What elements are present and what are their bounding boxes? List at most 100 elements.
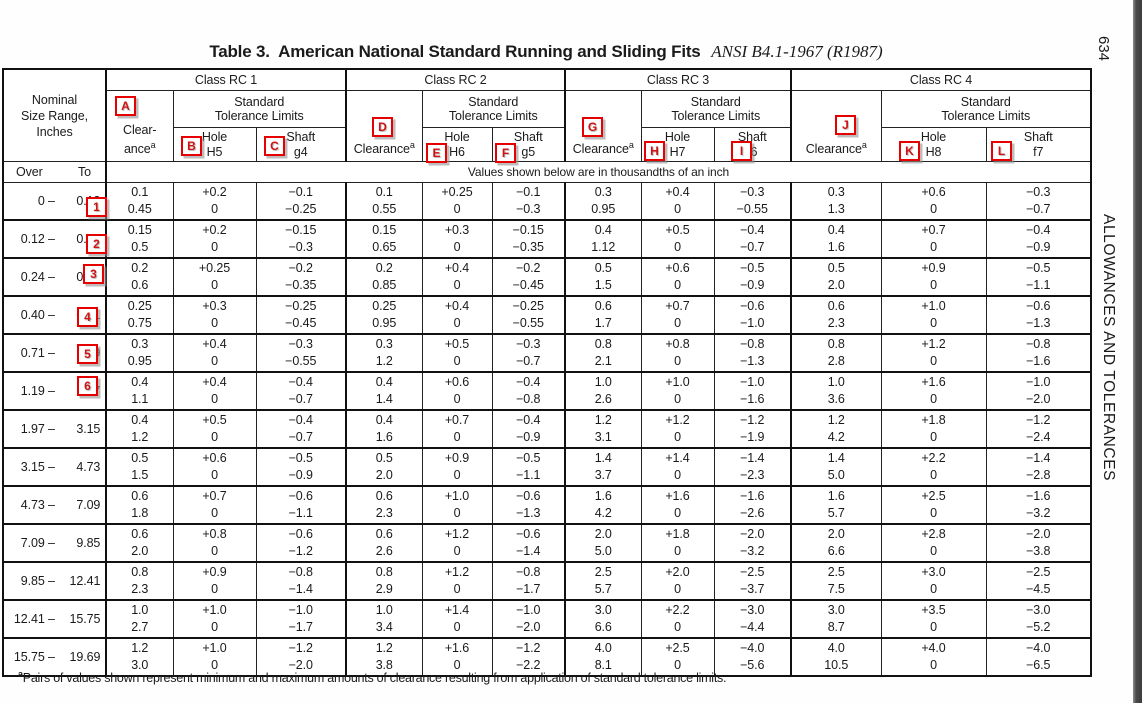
value-cell-r7-c6: −0.4 −0.9 bbox=[491, 409, 566, 449]
value-cell-r2-c9: −0.4 −0.7 bbox=[713, 219, 792, 259]
tolerance-limits-header-rc3: Standard Tolerance Limits bbox=[640, 90, 792, 128]
value-cell-r13-c1: 1.2 3.0 bbox=[105, 637, 174, 677]
value-cell-r5-c7: 0.8 2.1 bbox=[564, 333, 642, 373]
value-cell-r1-c3: −0.1 −0.25 bbox=[255, 182, 347, 221]
value-cell-r9-c11: +2.5 0 bbox=[880, 485, 987, 525]
size-row-15.75-19.69: 15.75 – 19.69 1.2 3.0 +1.0 0 −1.2 −2.0 1.2 3.8 +1… bbox=[2, 637, 1092, 677]
size-row-0.24-0.40: 0.24 – 0.400.20.6+0.250−0.2−0.350.20.85+… bbox=[2, 257, 1092, 297]
annotation-mark-A[interactable]: A bbox=[115, 96, 136, 116]
page-edge-strip bbox=[1133, 0, 1142, 703]
annotation-mark-6[interactable]: 6 bbox=[77, 376, 98, 396]
value-cell-r3-c11: +0.9 0 bbox=[880, 257, 987, 297]
value-cell-r6-c5: +0.6 0 bbox=[421, 371, 493, 411]
footnote-marker: a bbox=[18, 669, 23, 679]
annotation-mark-K[interactable]: K bbox=[899, 141, 920, 161]
value-cell-r3-c9: −0.5 −0.9 bbox=[713, 257, 792, 297]
value-cell-r12-c5: +1.4 0 bbox=[421, 599, 493, 639]
value-cell-r8-c3: −0.5 −0.9 bbox=[255, 447, 347, 487]
size-row-0.71-1.19: 0.71 – 1.190.30.95+0.40−0.3−0.550.31.2+0… bbox=[2, 333, 1092, 373]
value-cell-r11-c7: 2.5 5.7 bbox=[564, 561, 642, 601]
annotation-mark-1[interactable]: 1 bbox=[86, 197, 107, 217]
header-row-over-to: Over To Values shown below are in thousand… bbox=[2, 161, 1092, 183]
value-cell-r8-c5: +0.9 0 bbox=[421, 447, 493, 487]
value-cell-r1-c11: +0.6 0 bbox=[880, 182, 987, 221]
value-cell-r4-c7: 0.6 1.7 bbox=[564, 295, 642, 335]
value-cell-r10-c8: +1.8 0 bbox=[640, 523, 715, 563]
clearance-header-rc4: Clearancea bbox=[790, 90, 882, 162]
value-cell-r10-c1: 0.6 2.0 bbox=[105, 523, 174, 563]
running-sliding-fits-table: Nominal Size Range, Inches Class RC 1 Class … bbox=[2, 68, 1092, 677]
section-side-label: ALLOWANCES AND TOLERANCES bbox=[1100, 214, 1117, 482]
size-range-cell: 7.09 – 9.85 bbox=[2, 523, 107, 563]
size-range-cell: 1.97 – 3.15 bbox=[2, 409, 107, 449]
size-row-0-0.12: 0 – 0.120.10.45+0.20−0.1−0.250.10.55+0.2… bbox=[2, 182, 1092, 221]
value-cell-r12-c6: −1.0 −2.0 bbox=[491, 599, 566, 639]
value-cell-r9-c7: 1.6 4.2 bbox=[564, 485, 642, 525]
value-cell-r3-c3: −0.2 −0.35 bbox=[255, 257, 347, 297]
value-cell-r7-c1: 0.4 1.2 bbox=[105, 409, 174, 449]
value-cell-r11-c8: +2.0 0 bbox=[640, 561, 715, 601]
footnote: aPairs of values shown represent minimum… bbox=[18, 669, 727, 685]
annotation-mark-D[interactable]: D bbox=[372, 117, 393, 137]
value-cell-r4-c3: −0.25 −0.45 bbox=[255, 295, 347, 335]
value-cell-r1-c10: 0.3 1.3 bbox=[790, 182, 882, 221]
value-cell-r3-c12: −0.5 −1.1 bbox=[985, 257, 1092, 297]
size-row-0.40-0.71: 0.40 – 0.710.250.75+0.30−0.25−0.450.250.… bbox=[2, 295, 1092, 335]
class-header-rc1: Class RC 1 bbox=[105, 68, 347, 91]
class-header-rc3: Class RC 3 bbox=[564, 68, 792, 91]
value-cell-r9-c9: −1.6 −2.6 bbox=[713, 485, 792, 525]
value-cell-r8-c10: 1.4 5.0 bbox=[790, 447, 882, 487]
annotation-mark-I[interactable]: I bbox=[731, 141, 752, 161]
value-cell-r12-c7: 3.0 6.6 bbox=[564, 599, 642, 639]
value-cell-r3-c10: 0.5 2.0 bbox=[790, 257, 882, 297]
value-cell-r2-c5: +0.3 0 bbox=[421, 219, 493, 259]
value-cell-r11-c6: −0.8 −1.7 bbox=[491, 561, 566, 601]
value-cell-r12-c3: −1.0 −1.7 bbox=[255, 599, 347, 639]
value-cell-r6-c3: −0.4 −0.7 bbox=[255, 371, 347, 411]
annotation-mark-L[interactable]: L bbox=[991, 141, 1012, 161]
value-cell-r9-c2: +0.7 0 bbox=[172, 485, 257, 525]
value-cell-r11-c2: +0.9 0 bbox=[172, 561, 257, 601]
annotation-mark-5[interactable]: 5 bbox=[77, 344, 98, 364]
value-cell-r3-c8: +0.6 0 bbox=[640, 257, 715, 297]
value-cell-r10-c6: −0.6 −1.4 bbox=[491, 523, 566, 563]
value-cell-r9-c4: 0.6 2.3 bbox=[345, 485, 423, 525]
annotation-mark-B[interactable]: B bbox=[181, 136, 202, 156]
value-cell-r13-c12: −4.0 −6.5 bbox=[985, 637, 1092, 677]
annotation-mark-H[interactable]: H bbox=[644, 141, 665, 161]
clearance-header-rc3: Clearancea bbox=[564, 90, 642, 162]
annotation-mark-G[interactable]: G bbox=[582, 117, 603, 137]
value-cell-r5-c2: +0.4 0 bbox=[172, 333, 257, 373]
page-number: 634 bbox=[1095, 36, 1112, 62]
table-title: Table 3. American National Standard Runn… bbox=[0, 42, 1092, 62]
value-cell-r11-c5: +1.2 0 bbox=[421, 561, 493, 601]
value-cell-r2-c1: 0.15 0.5 bbox=[105, 219, 174, 259]
annotation-mark-E[interactable]: E bbox=[426, 143, 447, 163]
shaft-header-rc3: Shaft f6 bbox=[713, 127, 792, 162]
fits-table-container: Nominal Size Range, Inches Class RC 1 Class … bbox=[2, 68, 1092, 677]
class-header-rc2: Class RC 2 bbox=[345, 68, 566, 91]
annotation-mark-J[interactable]: J bbox=[835, 115, 856, 135]
tolerance-limits-header-rc4: Standard Tolerance Limits bbox=[880, 90, 1092, 128]
value-cell-r1-c1: 0.1 0.45 bbox=[105, 182, 174, 221]
value-cell-r8-c11: +2.2 0 bbox=[880, 447, 987, 487]
value-cell-r7-c11: +1.8 0 bbox=[880, 409, 987, 449]
value-cell-r3-c2: +0.25 0 bbox=[172, 257, 257, 297]
annotation-mark-F[interactable]: F bbox=[495, 143, 516, 163]
value-cell-r5-c9: −0.8 −1.3 bbox=[713, 333, 792, 373]
value-cell-r1-c6: −0.1 −0.3 bbox=[491, 182, 566, 221]
annotation-mark-3[interactable]: 3 bbox=[83, 264, 104, 284]
value-cell-r1-c8: +0.4 0 bbox=[640, 182, 715, 221]
value-cell-r1-c2: +0.2 0 bbox=[172, 182, 257, 221]
annotation-mark-4[interactable]: 4 bbox=[77, 307, 98, 327]
annotation-mark-C[interactable]: C bbox=[264, 136, 285, 156]
value-cell-r10-c4: 0.6 2.6 bbox=[345, 523, 423, 563]
value-cell-r5-c4: 0.3 1.2 bbox=[345, 333, 423, 373]
value-cell-r8-c1: 0.5 1.5 bbox=[105, 447, 174, 487]
value-cell-r10-c11: +2.8 0 bbox=[880, 523, 987, 563]
table-title-standard-ref: ANSI B4.1-1967 (R1987) bbox=[711, 42, 883, 61]
value-cell-r8-c2: +0.6 0 bbox=[172, 447, 257, 487]
value-cell-r12-c11: +3.5 0 bbox=[880, 599, 987, 639]
annotation-mark-2[interactable]: 2 bbox=[86, 234, 107, 254]
value-cell-r6-c4: 0.4 1.4 bbox=[345, 371, 423, 411]
